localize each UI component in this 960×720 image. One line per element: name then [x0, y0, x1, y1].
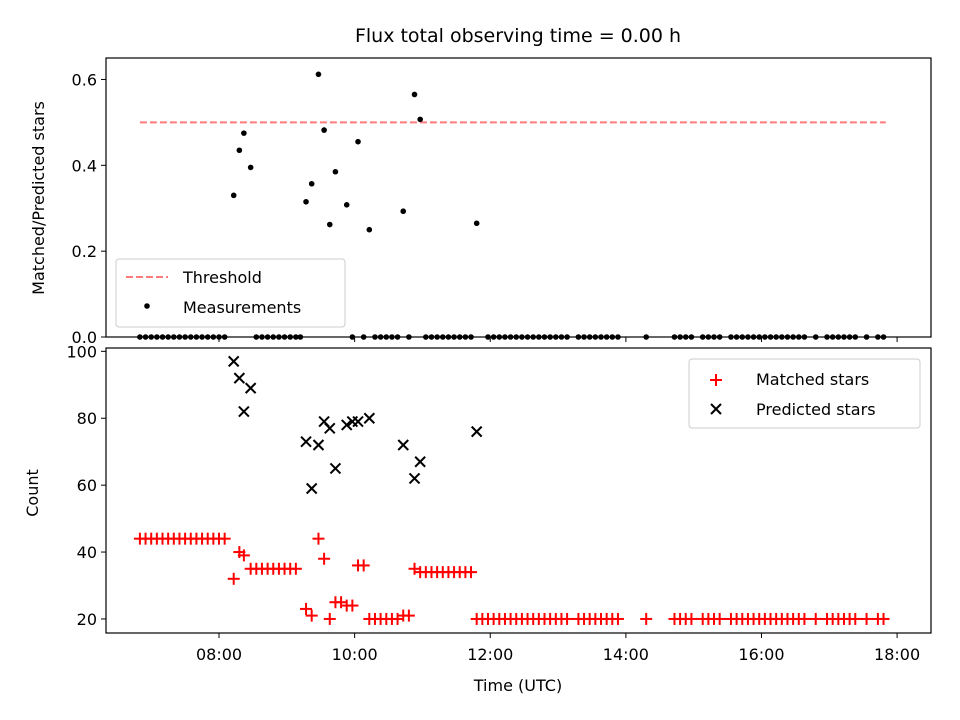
matched-star-point	[798, 612, 811, 625]
predicted-star-point	[324, 422, 336, 434]
bottom-x-tick-label: 10:00	[332, 645, 378, 664]
matched-star-point	[685, 612, 698, 625]
measurement-point	[247, 164, 254, 171]
matched-star-point	[289, 562, 302, 575]
bottom-y-tick-label: 40	[77, 543, 97, 562]
matched-star-point	[640, 612, 653, 625]
bottom-y-axis-ticks: 20 40 60 80 100	[66, 342, 106, 629]
top-y-tick-label: 0.4	[72, 156, 97, 175]
predicted-legend-label: Predicted stars	[756, 400, 876, 419]
matched-legend-swatch	[710, 374, 722, 386]
predicted-star-point	[341, 419, 353, 431]
matched-star-point	[611, 612, 624, 625]
top-y-tick-label: 0.6	[72, 70, 97, 89]
matched-star-point	[237, 549, 250, 562]
measurement-point	[343, 201, 350, 208]
bottom-y-axis-label: Count	[23, 469, 42, 517]
predicted-star-point	[329, 462, 342, 475]
matched-star-point	[713, 612, 726, 625]
measurement-point	[230, 192, 237, 199]
bottom-x-tick-label: 12:00	[467, 645, 513, 664]
bottom-legend-box	[688, 358, 921, 429]
top-legend: Threshold Measurements	[115, 258, 346, 328]
bottom-panel: 20 40 60 80 100 08:00 10:00 12:00 14:00 16:00 18:…	[23, 342, 932, 695]
predicted-star-point	[408, 472, 421, 485]
predicted-star-point	[300, 435, 312, 448]
top-plot-frame	[105, 57, 932, 338]
matched-star-point	[300, 602, 313, 615]
predicted-star-point	[305, 482, 318, 495]
bottom-y-tick-label: 100	[66, 342, 97, 361]
bottom-x-tick-label: 16:00	[738, 645, 784, 664]
bottom-plot-marks	[133, 355, 890, 625]
predicted-star-point	[227, 355, 240, 368]
predicted-star-point	[352, 415, 364, 428]
threshold-legend-label: Threshold	[182, 268, 262, 287]
measurement-point	[366, 226, 373, 233]
bottom-y-tick-label: 80	[77, 409, 97, 428]
measurement-point	[308, 180, 315, 187]
matched-star-point	[227, 572, 240, 585]
matched-star-point	[877, 612, 890, 625]
top-panel: 0.0 0.2 0.4 0.6 Matched/Predicted stars Thr…	[29, 57, 932, 347]
bottom-x-tick-label: 14:00	[603, 645, 649, 664]
matched-star-point	[218, 532, 231, 545]
predicted-star-point	[244, 382, 257, 394]
bottom-plot-frame	[105, 347, 932, 634]
measurement-point	[303, 198, 309, 205]
matched-star-point	[860, 612, 873, 625]
measurement-point	[332, 168, 339, 175]
predicted-star-point	[238, 405, 250, 418]
measurement-point	[400, 208, 407, 215]
matched-star-point	[809, 612, 822, 625]
top-y-axis-label: Matched/Predicted stars	[29, 101, 48, 295]
measurement-point	[411, 91, 418, 98]
predicted-star-point	[312, 439, 325, 451]
top-y-tick-label: 0.0	[72, 328, 97, 347]
matched-star-point	[561, 612, 574, 625]
top-x-axis-ticks	[218, 337, 898, 342]
measurement-point	[241, 130, 247, 136]
bottom-legend: Matched stars Predicted stars	[688, 358, 921, 429]
matched-star-point	[312, 532, 325, 545]
measurement-point	[326, 221, 333, 228]
measurement-point	[236, 147, 243, 154]
matched-star-point	[305, 609, 318, 622]
matched-legend-label: Matched stars	[756, 370, 869, 389]
bottom-x-tick-label: 18:00	[874, 645, 920, 664]
predicted-star-point	[470, 425, 483, 438]
predicted-star-point	[397, 439, 409, 451]
matched-star-point	[357, 559, 370, 572]
predicted-star-point	[233, 372, 246, 384]
predicted-star-point	[363, 412, 376, 424]
matched-star-point	[318, 552, 331, 565]
bottom-x-axis-ticks: 08:00 10:00 12:00 14:00 16:00 18:00	[196, 633, 920, 664]
top-y-tick-label: 0.2	[72, 242, 97, 261]
predicted-star-point	[414, 456, 426, 468]
measurement-point	[355, 138, 361, 145]
chart-title: Flux total observing time = 0.00 h	[355, 25, 681, 47]
measurement-point	[473, 220, 480, 227]
matched-star-point	[465, 566, 478, 579]
matched-star-point	[849, 612, 862, 625]
bottom-x-axis-label: Time (UTC)	[473, 676, 562, 695]
measurement-point	[315, 71, 322, 78]
bottom-y-tick-label: 20	[77, 610, 97, 629]
bottom-y-tick-label: 60	[77, 476, 97, 495]
matched-star-point	[323, 612, 336, 625]
measurement-point	[321, 127, 327, 133]
bottom-x-tick-label: 08:00	[196, 645, 242, 664]
top-legend-box	[115, 258, 346, 328]
top-y-axis-ticks: 0.0 0.2 0.4 0.6	[72, 70, 106, 347]
measurement-point	[417, 116, 423, 123]
measurements-legend-label: Measurements	[183, 298, 301, 317]
matched-star-point	[346, 599, 359, 612]
matched-star-point	[402, 609, 415, 622]
measurements-legend-swatch	[144, 303, 150, 309]
predicted-legend-swatch	[710, 403, 722, 415]
